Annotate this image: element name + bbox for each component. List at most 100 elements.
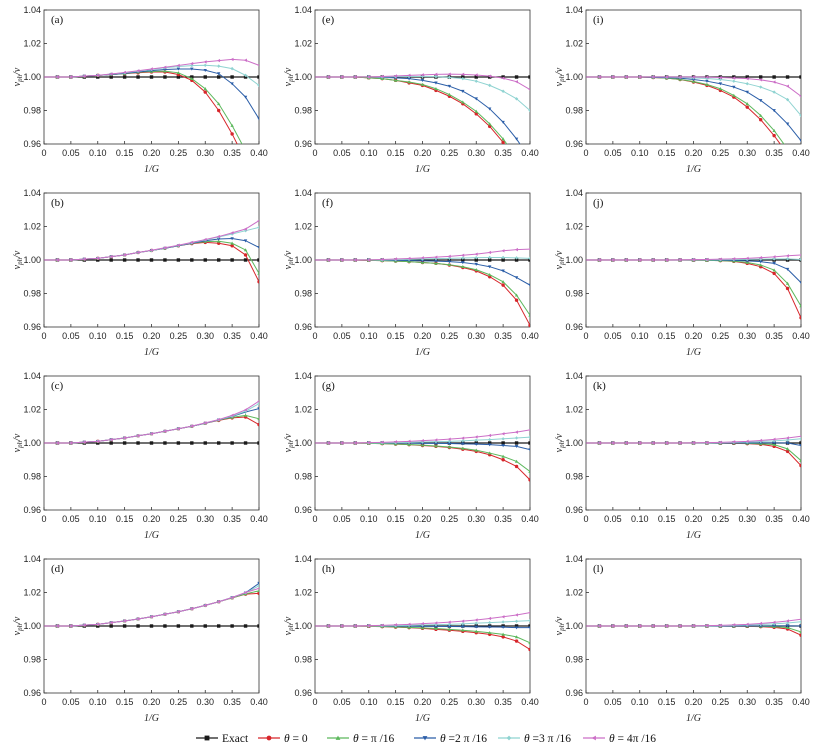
data-point-theta-4pi-16 <box>380 257 384 262</box>
series-line-theta-0 <box>44 416 259 444</box>
data-point-theta-4pi-16 <box>799 435 801 438</box>
data-point-theta-pi-16 <box>501 137 505 141</box>
data-point-theta-4pi-16 <box>745 622 749 627</box>
data-point-theta-4pi-16 <box>340 75 344 79</box>
data-point-theta-pi-16 <box>447 445 452 449</box>
data-point-theta-4pi-16 <box>393 623 397 627</box>
data-point-theta-3-pi-16 <box>461 256 465 260</box>
data-point-exact <box>501 75 505 79</box>
data-point-theta-pi-16 <box>528 641 530 645</box>
legend-label: θ = 0 <box>284 733 308 745</box>
x-axis-label: 1/G <box>144 713 159 724</box>
data-point-theta-pi-16 <box>243 248 248 252</box>
y-tick-label: 0.98 <box>565 655 583 665</box>
data-point-exact <box>176 624 181 628</box>
x-tick-label: 0.25 <box>170 697 188 707</box>
data-point-theta-4pi-16 <box>55 624 59 628</box>
series-line-theta-0 <box>586 259 801 318</box>
x-tick-label: 0 <box>583 331 588 341</box>
data-point-theta-4pi-16 <box>611 75 615 79</box>
data-point-theta-0 <box>528 179 531 182</box>
data-point-theta-4pi-16 <box>216 234 221 239</box>
legend-entry-theta-0: θ = 0 <box>258 733 308 745</box>
data-point-theta-pi-16 <box>514 459 519 463</box>
legend-entry-exact: Exact <box>196 733 249 745</box>
x-tick-label: 0.25 <box>170 148 188 158</box>
legend: Exact θ = 0 θ = π /16 θ =2 π /16 θ =3 π /16 θ… <box>196 733 656 745</box>
y-tick-label: 0.98 <box>294 655 312 665</box>
x-tick-label: 0 <box>41 331 46 341</box>
data-point-theta-2-pi-16 <box>745 90 749 94</box>
x-tick-label: 0.25 <box>441 514 459 524</box>
x-tick-label: 0.15 <box>116 148 134 158</box>
data-point-theta-3-pi-16 <box>257 401 259 406</box>
data-point-theta-4pi-16 <box>122 253 126 257</box>
data-point-exact <box>528 624 530 628</box>
data-point-theta-4pi-16 <box>420 256 424 260</box>
data-point-exact <box>230 258 234 262</box>
data-point-theta-4pi-16 <box>136 69 140 73</box>
series-line-theta-pi-16 <box>586 259 801 307</box>
data-point-theta-pi-16 <box>487 273 492 277</box>
x-tick-label: 0.10 <box>360 697 378 707</box>
data-point-exact <box>230 75 234 79</box>
y-tick-label: 1.02 <box>565 222 583 232</box>
x-tick-label: 0.20 <box>414 697 432 707</box>
data-point-theta-2-pi-16 <box>514 137 519 141</box>
data-point-theta-3-pi-16 <box>176 64 181 69</box>
data-point-theta-4pi-16 <box>461 72 465 77</box>
data-point-theta-3-pi-16 <box>501 89 505 93</box>
data-point-theta-pi-16 <box>447 627 452 631</box>
data-point-theta-0 <box>528 323 530 327</box>
series-line-theta-pi-16 <box>44 414 259 444</box>
data-point-theta-0 <box>230 132 234 136</box>
series-line-theta-0 <box>315 442 530 481</box>
series-line-theta-2-pi-16 <box>44 582 259 627</box>
panel-label: (e) <box>322 14 335 26</box>
data-point-exact <box>745 75 749 79</box>
data-point-theta-pi-16 <box>799 458 801 462</box>
data-point-theta-pi-16 <box>230 241 234 245</box>
y-tick-label: 1.04 <box>23 188 41 198</box>
legend-label: θ = 4π /16 <box>609 733 656 745</box>
y-tick-label: 1.04 <box>294 188 312 198</box>
series-line-theta-0 <box>44 592 259 627</box>
series-group <box>586 75 801 144</box>
data-point-exact <box>514 75 519 79</box>
series-group <box>44 581 259 628</box>
data-point-theta-4pi-16 <box>447 254 451 259</box>
data-point-theta-2-pi-16 <box>447 625 452 629</box>
data-point-theta-4pi-16 <box>55 441 59 445</box>
data-point-theta-3-pi-16 <box>257 225 259 230</box>
x-axis-label: 1/G <box>686 347 701 358</box>
data-point-theta-0 <box>528 478 530 482</box>
x-tick-label: 0.15 <box>658 331 676 341</box>
data-point-theta-4pi-16 <box>461 253 465 258</box>
data-point-theta-4pi-16 <box>203 60 207 64</box>
data-point-exact <box>136 624 140 628</box>
data-point-theta-4pi-16 <box>326 624 330 628</box>
x-tick-label: 0.10 <box>89 331 107 341</box>
data-point-theta-pi-16 <box>528 176 531 179</box>
data-point-exact <box>474 75 478 79</box>
panel-g: 0.96 0.98 1.00 1.02 1.04 0 0.05 0.10 0.15 0.20 0.2… <box>283 371 539 541</box>
data-point-theta-4pi-16 <box>353 624 357 628</box>
data-point-theta-3-pi-16 <box>216 64 221 68</box>
data-point-theta-4pi-16 <box>353 75 357 79</box>
data-point-theta-2-pi-16 <box>447 442 452 446</box>
data-point-theta-0 <box>501 140 505 144</box>
data-point-exact <box>514 624 519 628</box>
data-point-theta-4pi-16 <box>257 64 259 67</box>
x-tick-label: 0.10 <box>360 148 378 158</box>
data-point-theta-2-pi-16 <box>772 624 776 628</box>
data-point-theta-3-pi-16 <box>461 76 465 81</box>
x-tick-label: 0.05 <box>333 514 351 524</box>
data-point-theta-pi-16 <box>514 635 519 639</box>
y-tick-label: 1.00 <box>294 72 312 82</box>
data-point-exact <box>136 441 140 445</box>
series-line-theta-pi-16 <box>315 76 508 144</box>
y-axis-label: vph/v <box>283 616 295 635</box>
data-point-theta-4pi-16 <box>624 258 628 262</box>
data-point-theta-4pi-16 <box>69 624 73 628</box>
x-axis-label: 1/G <box>144 530 159 541</box>
